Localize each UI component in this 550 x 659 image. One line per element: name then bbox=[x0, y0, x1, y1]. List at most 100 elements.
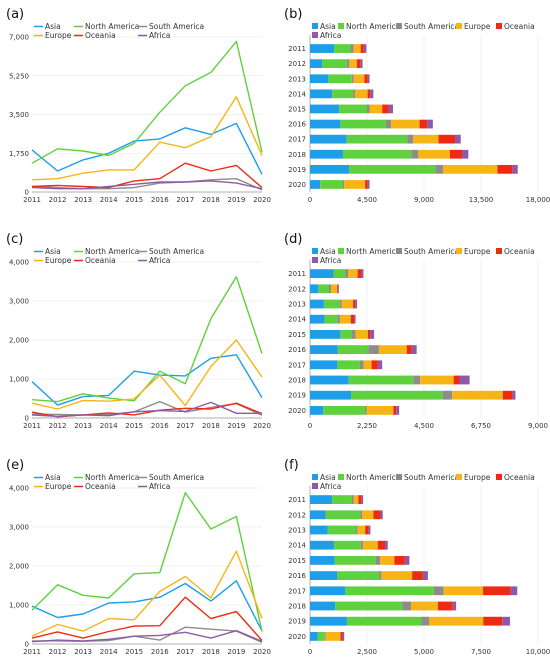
panel-d-bar-segment-europe bbox=[341, 299, 354, 309]
panel-d-legend-swatch-asia bbox=[312, 248, 318, 254]
panel-b-legend-swatch-south-america bbox=[396, 23, 402, 29]
panel-b-bar-segment-africa bbox=[462, 149, 469, 159]
panel-d-bar-segment-europe bbox=[355, 329, 369, 339]
panel-d-y-tick-label: 2020 bbox=[288, 407, 306, 415]
panel-b-bar-segment-north-america bbox=[328, 74, 352, 84]
panel-c-y-tick-label: 1,000 bbox=[9, 376, 29, 384]
panel-d-y-tick-label: 2016 bbox=[288, 346, 306, 354]
panel-b-bar-segment-south-america bbox=[350, 44, 354, 53]
panel-b-x-tick-label: 9,000 bbox=[414, 196, 434, 204]
panel-d-bar-segment-south-america bbox=[442, 390, 453, 400]
panel-f-bar-segment-south-america bbox=[351, 495, 354, 505]
panel-f-bar-segment-north-america bbox=[346, 616, 422, 626]
panel-d-bar-segment-oceania bbox=[393, 405, 397, 415]
panel-b-x-tick-label: 4,500 bbox=[357, 196, 377, 204]
panel-f-bar-segment-europe bbox=[325, 631, 341, 641]
panel-b-legend-label-africa: Africa bbox=[320, 31, 341, 40]
panel-e-y-tick-label: 2,000 bbox=[9, 563, 29, 571]
panel-b-bar-segment-south-america bbox=[435, 164, 443, 174]
panel-c-y-tick-label: 0 bbox=[25, 415, 29, 423]
panel-b-bar-segment-north-america bbox=[342, 149, 412, 159]
panel-f-bar-segment-europe bbox=[381, 571, 413, 581]
panel-c-x-tick-label: 2018 bbox=[202, 422, 220, 430]
panel-f-bar-segment-asia bbox=[310, 495, 333, 505]
panel-e-legend-label-south-america: South America bbox=[149, 473, 204, 482]
panel-d-bar-segment-asia bbox=[310, 375, 349, 385]
panel-e-legend-label-africa: Africa bbox=[149, 482, 170, 491]
panel-d-bar-segment-south-america bbox=[329, 284, 332, 294]
panel-e-y-tick-label: 3,000 bbox=[9, 524, 29, 532]
panel-b-y-tick-label: 2020 bbox=[288, 181, 306, 189]
panel-b-x-tick-label: 18,000 bbox=[526, 196, 550, 204]
panel-f-bar-segment-south-america bbox=[379, 571, 382, 581]
panel-e-x-tick-label: 2018 bbox=[202, 648, 220, 656]
panel-f-bar-segment-asia bbox=[310, 631, 318, 641]
panel-f-bar-segment-oceania bbox=[365, 525, 369, 535]
panel-f-bar-segment-asia bbox=[310, 510, 326, 520]
panel-f-legend-swatch-north-america bbox=[338, 474, 344, 480]
panel-b-bar-segment-north-america bbox=[349, 164, 436, 174]
panel-f-bar-segment-south-america bbox=[375, 555, 381, 565]
panel-b-bar-segment-asia bbox=[310, 134, 347, 144]
panel-f-y-tick-label: 2012 bbox=[288, 511, 306, 519]
panel-d-bar-segment-oceania bbox=[357, 269, 362, 279]
panel-b-legend-swatch-north-america bbox=[338, 23, 344, 29]
panel-f-bar-segment-north-america bbox=[337, 571, 380, 581]
panel-f-bar-segment-oceania bbox=[340, 631, 343, 641]
panel-b-bar-segment-north-america bbox=[322, 59, 347, 69]
panel-d-bar-segment-south-america bbox=[413, 375, 421, 385]
panel-a-x-tick-label: 2014 bbox=[100, 196, 118, 204]
panel-f-bar-segment-south-america bbox=[360, 540, 363, 550]
panel-f-bar-segment-oceania bbox=[394, 555, 405, 565]
panel-b-legend-swatch-oceania bbox=[496, 23, 502, 29]
panel-b-bar-segment-africa bbox=[388, 104, 393, 114]
panel-d-bar-segment-south-america bbox=[337, 314, 340, 324]
panel-b-bar-segment-europe bbox=[443, 164, 498, 174]
panel-b-y-tick-label: 2017 bbox=[288, 136, 306, 144]
panel-f-x-tick-label: 2,500 bbox=[357, 648, 377, 656]
panel-d-bar-segment-europe bbox=[331, 284, 338, 294]
panel-b-bar-segment-europe bbox=[413, 134, 439, 144]
panel-a-y-tick-label: 7,000 bbox=[9, 34, 29, 42]
panel-d-bar-segment-oceania bbox=[502, 390, 513, 400]
panel-b-y-tick-label: 2018 bbox=[288, 151, 306, 159]
panel-b-bar-segment-south-america bbox=[367, 104, 370, 114]
panel-a-x-tick-label: 2013 bbox=[74, 196, 92, 204]
panel-c-x-tick-label: 2011 bbox=[23, 422, 41, 430]
panel-a-label: (a) bbox=[6, 7, 24, 22]
panel-a-y-tick-label: 5,250 bbox=[9, 72, 29, 80]
panel-f-legend-label-asia: Asia bbox=[320, 473, 336, 482]
panel-b-y-tick-label: 2019 bbox=[288, 166, 306, 174]
panel-e-x-tick-label: 2019 bbox=[228, 648, 246, 656]
panel-e-legend-label-asia: Asia bbox=[45, 473, 61, 482]
panel-d-bar-segment-africa bbox=[377, 360, 383, 370]
panel-f-bar-segment-oceania bbox=[358, 495, 362, 505]
panel-d-bar-segment-oceania bbox=[406, 345, 412, 355]
panel-d-y-tick-label: 2012 bbox=[288, 285, 306, 293]
panel-e-x-tick-label: 2017 bbox=[176, 648, 194, 656]
panel-d-bar-segment-north-america bbox=[351, 390, 443, 400]
panel-c-x-tick-label: 2016 bbox=[151, 422, 169, 430]
panel-b-bar-segment-south-america bbox=[346, 59, 350, 69]
panel-b-bar-segment-south-america bbox=[351, 74, 354, 84]
panel-b-bar-segment-europe bbox=[354, 89, 368, 99]
panel-e-x-tick-label: 2013 bbox=[74, 648, 92, 656]
panel-b-bar-segment-north-america bbox=[334, 44, 351, 53]
panel-a-y-tick-label: 0 bbox=[25, 189, 29, 197]
panel-b-bar-segment-north-america bbox=[320, 180, 343, 189]
panel-b-bar-segment-asia bbox=[310, 74, 329, 84]
panel-c-series-line-asia bbox=[31, 354, 263, 406]
panel-b-bar-segment-europe bbox=[344, 180, 366, 189]
panel-a-x-tick-label: 2015 bbox=[125, 196, 143, 204]
panel-f-bar-segment-europe bbox=[353, 495, 359, 505]
panel-f-bar-segment-oceania bbox=[377, 540, 386, 550]
panel-b-bar-segment-south-america bbox=[353, 89, 355, 99]
panel-f-bar-segment-africa bbox=[404, 555, 410, 565]
panel-a-x-tick-label: 2018 bbox=[202, 196, 220, 204]
panel-b-bar-segment-oceania bbox=[365, 180, 368, 189]
panel-f-bar-segment-north-america bbox=[345, 586, 434, 596]
panel-d-bar-segment-oceania bbox=[371, 360, 378, 370]
panel-f-bar-segment-africa bbox=[502, 616, 510, 626]
panel-d-bar-segment-north-america bbox=[337, 360, 360, 370]
panel-b-bar-segment-europe bbox=[418, 149, 450, 159]
